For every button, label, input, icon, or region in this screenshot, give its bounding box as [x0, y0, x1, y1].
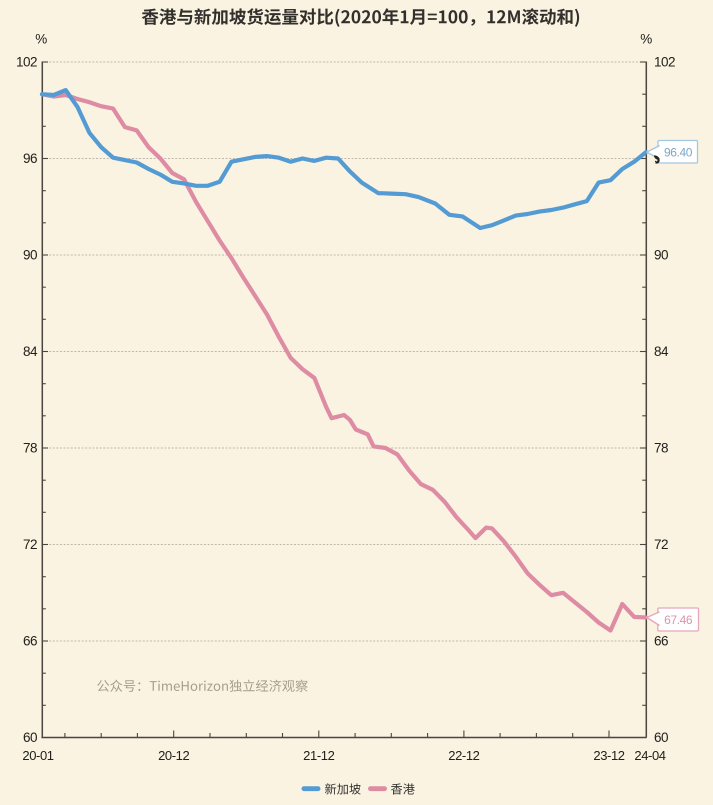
svg-text:96: 96	[23, 151, 37, 166]
svg-text:72: 72	[23, 537, 37, 552]
svg-text:60: 60	[23, 730, 37, 745]
svg-text:20-01: 20-01	[22, 748, 53, 763]
svg-text:90: 90	[654, 248, 668, 263]
svg-text:96.40: 96.40	[664, 145, 693, 159]
svg-text:21-12: 21-12	[303, 748, 334, 763]
svg-text:66: 66	[23, 634, 37, 649]
svg-text:60: 60	[654, 730, 668, 745]
svg-text:67.46: 67.46	[664, 613, 693, 627]
svg-text:72: 72	[654, 537, 668, 552]
svg-text:78: 78	[23, 441, 37, 456]
svg-text:102: 102	[654, 55, 675, 70]
svg-text:24-04: 24-04	[634, 748, 665, 763]
svg-text:%: %	[35, 32, 47, 47]
svg-text:102: 102	[16, 55, 37, 70]
svg-text:66: 66	[654, 634, 668, 649]
svg-text:84: 84	[654, 344, 669, 359]
svg-text:84: 84	[23, 344, 38, 359]
svg-text:78: 78	[654, 441, 668, 456]
svg-text:90: 90	[23, 248, 37, 263]
svg-text:%: %	[640, 32, 652, 47]
svg-text:22-12: 22-12	[448, 748, 479, 763]
svg-text:23-12: 23-12	[593, 748, 624, 763]
svg-text:20-12: 20-12	[158, 748, 189, 763]
